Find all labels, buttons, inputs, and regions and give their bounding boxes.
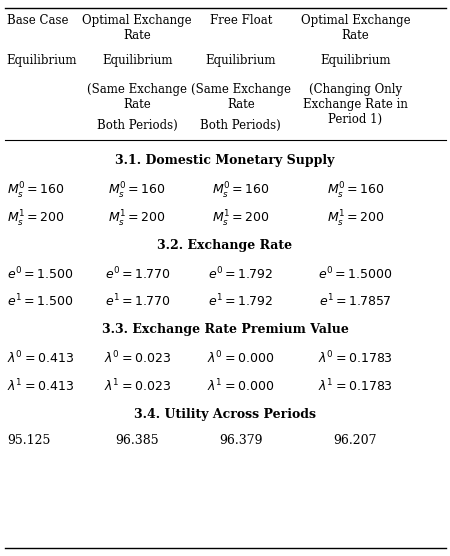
Text: Base Case: Base Case bbox=[7, 14, 68, 27]
Text: $M_s^0 = 160$: $M_s^0 = 160$ bbox=[212, 181, 270, 201]
Text: $e^1 = 1.792$: $e^1 = 1.792$ bbox=[208, 293, 273, 310]
Text: $M_s^0 = 160$: $M_s^0 = 160$ bbox=[7, 181, 65, 201]
Text: (Changing Only
Exchange Rate in
Period 1): (Changing Only Exchange Rate in Period 1… bbox=[303, 83, 408, 126]
Text: Both Periods): Both Periods) bbox=[97, 119, 178, 132]
Text: $\lambda^0 = 0.000$: $\lambda^0 = 0.000$ bbox=[207, 350, 274, 366]
Text: $e^0 = 1.792$: $e^0 = 1.792$ bbox=[208, 265, 273, 282]
Text: 3.2. Exchange Rate: 3.2. Exchange Rate bbox=[158, 239, 292, 251]
Text: Optimal Exchange
Rate: Optimal Exchange Rate bbox=[82, 14, 192, 42]
Text: $M_s^1 = 200$: $M_s^1 = 200$ bbox=[212, 208, 270, 229]
Text: $\lambda^1 = 0.1783$: $\lambda^1 = 0.1783$ bbox=[318, 378, 393, 394]
Text: Equilibrium: Equilibrium bbox=[102, 54, 172, 67]
Text: $\lambda^0 = 0.023$: $\lambda^0 = 0.023$ bbox=[104, 350, 171, 366]
Text: 3.1. Domestic Monetary Supply: 3.1. Domestic Monetary Supply bbox=[115, 154, 335, 167]
Text: $M_s^1 = 200$: $M_s^1 = 200$ bbox=[327, 208, 384, 229]
Text: Equilibrium: Equilibrium bbox=[206, 54, 276, 67]
Text: $\lambda^1 = 0.000$: $\lambda^1 = 0.000$ bbox=[207, 378, 274, 394]
Text: $M_s^1 = 200$: $M_s^1 = 200$ bbox=[108, 208, 166, 229]
Text: $\lambda^1 = 0.413$: $\lambda^1 = 0.413$ bbox=[7, 378, 74, 394]
Text: 95.125: 95.125 bbox=[7, 434, 50, 447]
Text: (Same Exchange
Rate: (Same Exchange Rate bbox=[87, 83, 187, 111]
Text: $e^0 = 1.500$: $e^0 = 1.500$ bbox=[7, 265, 73, 282]
Text: 96.207: 96.207 bbox=[334, 434, 377, 447]
Text: (Same Exchange
Rate: (Same Exchange Rate bbox=[191, 83, 291, 111]
Text: Free Float: Free Float bbox=[210, 14, 272, 27]
Text: 96.379: 96.379 bbox=[219, 434, 262, 447]
Text: $e^0 = 1.770$: $e^0 = 1.770$ bbox=[105, 265, 170, 282]
Text: $M_s^1 = 200$: $M_s^1 = 200$ bbox=[7, 208, 65, 229]
Text: Both Periods): Both Periods) bbox=[200, 119, 281, 132]
Text: Equilibrium: Equilibrium bbox=[320, 54, 391, 67]
Text: Optimal Exchange
Rate: Optimal Exchange Rate bbox=[301, 14, 410, 42]
Text: $\lambda^0 = 0.413$: $\lambda^0 = 0.413$ bbox=[7, 350, 74, 366]
Text: $e^1 = 1.7857$: $e^1 = 1.7857$ bbox=[320, 293, 392, 310]
Text: $\lambda^0 = 0.1783$: $\lambda^0 = 0.1783$ bbox=[318, 350, 393, 366]
Text: Equilibrium: Equilibrium bbox=[7, 54, 77, 67]
Text: 3.4. Utility Across Periods: 3.4. Utility Across Periods bbox=[134, 408, 316, 420]
Text: 96.385: 96.385 bbox=[116, 434, 159, 447]
Text: $M_s^0 = 160$: $M_s^0 = 160$ bbox=[108, 181, 166, 201]
Text: $e^1 = 1.770$: $e^1 = 1.770$ bbox=[105, 293, 170, 310]
Text: $e^1 = 1.500$: $e^1 = 1.500$ bbox=[7, 293, 73, 310]
Text: $M_s^0 = 160$: $M_s^0 = 160$ bbox=[327, 181, 384, 201]
Text: 3.3. Exchange Rate Premium Value: 3.3. Exchange Rate Premium Value bbox=[102, 323, 348, 336]
Text: $e^0 = 1.5000$: $e^0 = 1.5000$ bbox=[318, 265, 393, 282]
Text: $\lambda^1 = 0.023$: $\lambda^1 = 0.023$ bbox=[104, 378, 171, 394]
